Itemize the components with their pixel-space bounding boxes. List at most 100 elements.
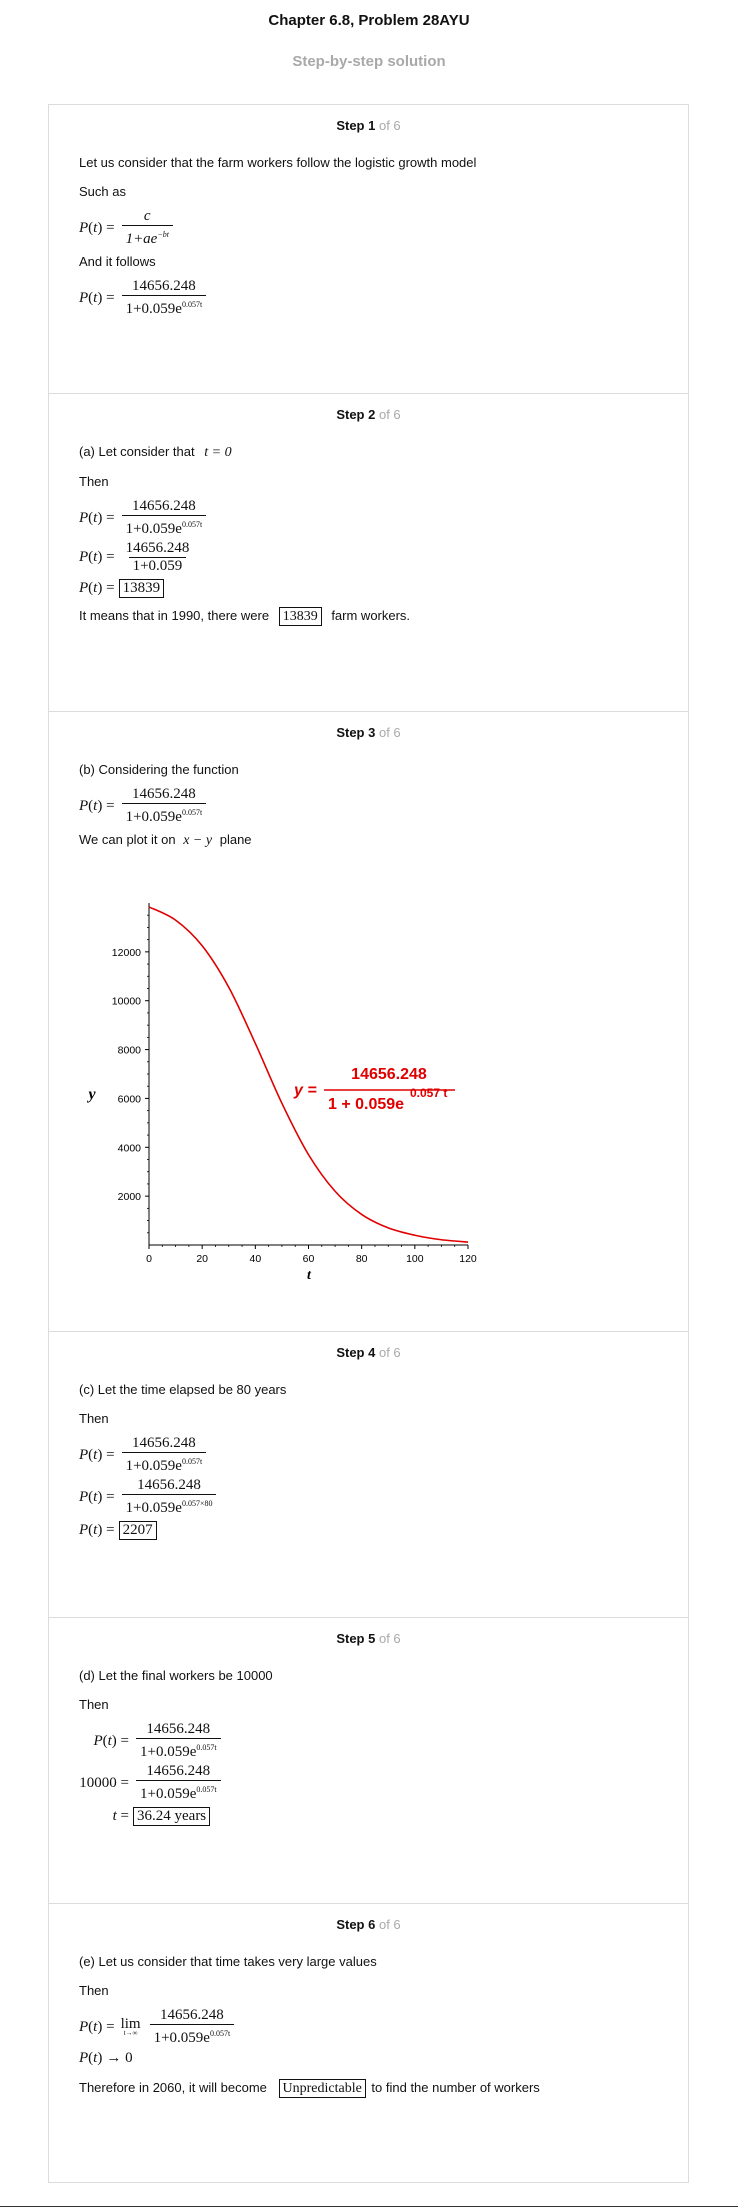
answer-box: Unpredictable — [278, 2079, 366, 2098]
numerator: 14656.248 — [160, 2007, 224, 2023]
step-text: Then — [79, 474, 109, 489]
exponent: 0.057×80 — [181, 1499, 213, 1508]
denominator: 1+0.059e — [125, 521, 182, 537]
limit-label: lim — [120, 2015, 141, 2032]
answer-box: 13839 — [118, 579, 165, 598]
equation: P(t) = 14656.248 1+0.059e0.057t — [79, 1435, 658, 1475]
limit-operator: lim t→∞ — [120, 2015, 141, 2037]
conclusion-text: It means that in 1990, there were — [79, 608, 270, 623]
limit-subscript: t→∞ — [123, 2028, 138, 2037]
chart-line — [148, 906, 469, 1243]
plot-text: plane — [219, 832, 252, 847]
numerator: 14656.248 — [131, 1435, 196, 1451]
step-4: Step 4 of 6 (c) Let the time elapsed be … — [49, 1332, 688, 1618]
y-tick-label: 2000 — [118, 1191, 142, 1203]
exponent: 0.057t — [181, 520, 203, 529]
step-count: of 6 — [378, 1631, 401, 1646]
curve-label-numerator: 14656.248 — [351, 1066, 427, 1083]
page-subtitle: Step-by-step solution — [292, 53, 446, 70]
exponent: 0.057t — [196, 1785, 217, 1794]
step-5: Step 5 of 6 (d) Let the final workers be… — [49, 1618, 688, 1904]
equation: P(t) = lim t→∞ 14656.248 1+0.059e0.057t — [79, 2007, 658, 2047]
conclusion: Therefore in 2060, it will become Unpred… — [79, 2079, 658, 2098]
step-header: Step 1 of 6 — [49, 105, 688, 139]
step-text: And it follows — [79, 254, 156, 269]
exponent: 0.057t — [181, 1457, 203, 1466]
step-label: Step 5 — [336, 1631, 376, 1646]
step-text: (c) Let the time elapsed be 80 years — [79, 1382, 287, 1397]
y-tick-label: 4000 — [118, 1142, 142, 1154]
variable: t — [112, 1808, 117, 1824]
numerator: c — [143, 208, 151, 224]
denominator: 1+0.059e — [153, 2030, 210, 2046]
exponent: 0.057t — [196, 1743, 217, 1752]
page-title: Chapter 6.8, Problem 28AYU — [268, 12, 470, 29]
step-text: Then — [79, 1697, 109, 1712]
conclusion-text: to find the number of workers — [371, 2080, 540, 2095]
answer-box: 13839 — [278, 607, 322, 626]
exponent: −bt — [157, 230, 169, 239]
step-6: Step 6 of 6 (e) Let us consider that tim… — [49, 1904, 688, 2182]
step-label: Step 6 — [336, 1917, 376, 1932]
step-header: Step 3 of 6 — [49, 712, 688, 746]
step-1: Step 1 of 6 Let us consider that the far… — [49, 105, 688, 394]
y-tick-label: 10000 — [112, 996, 141, 1008]
step-text: We can plot it on x − y plane — [79, 832, 658, 849]
denominator: 1+ae — [125, 231, 158, 247]
denominator: 1+0.059e — [125, 809, 182, 825]
step-header: Step 6 of 6 — [49, 1904, 688, 1938]
exponent: 0.057t — [181, 300, 203, 309]
step-count: of 6 — [378, 407, 401, 422]
equation: P(t) = 14656.248 1+0.059e0.057t — [79, 786, 658, 826]
numerator: 14656.248 — [131, 278, 196, 294]
step-count: of 6 — [378, 1345, 401, 1360]
x-tick-label: 80 — [356, 1253, 368, 1265]
numerator: 14656.248 — [146, 1721, 211, 1737]
equation: P(t) = 13839 — [79, 579, 658, 598]
x-tick-label: 0 — [146, 1253, 152, 1265]
exponent: 0.057t — [181, 808, 203, 817]
plane-label: x − y — [183, 833, 213, 848]
equation: P(t) = 14656.248 1+0.059e0.057t — [79, 498, 658, 538]
denominator: 1+0.059e — [125, 1458, 182, 1474]
equation: P(t) = 14656.248 1+0.059e0.057×80 — [79, 1477, 658, 1517]
step-text: (e) Let us consider that time takes very… — [79, 1954, 377, 1969]
equation: P(t) → 0 — [79, 2050, 133, 2066]
numerator: 14656.248 — [131, 786, 196, 802]
step-header: Step 2 of 6 — [49, 394, 688, 428]
answer-box: 2207 — [118, 1521, 157, 1540]
equation: P(t) = 14656.248 1+0.059 — [79, 540, 658, 575]
step-3: Step 3 of 6 (b) Considering the function… — [49, 712, 688, 1332]
x-axis-label: t — [307, 1268, 312, 1283]
step-2: Step 2 of 6 (a) Let consider that t = 0 … — [49, 394, 688, 712]
conclusion-text: Therefore in 2060, it will become — [79, 2080, 267, 2095]
condition: t = 0 — [204, 445, 232, 460]
curve-label-denominator: 1 + 0.059e — [328, 1096, 404, 1113]
lhs-value: 10000 — [79, 1774, 117, 1791]
answer-box: 36.24 years — [133, 1807, 211, 1826]
denominator: 1+0.059e — [125, 301, 182, 317]
chart-ticks: 0 20 40 60 80 100 120 2000 4000 6000 8000 10000 1200… — [112, 914, 477, 1265]
equation: 10000 = 14656.248 1+0.059e0.057t — [79, 1763, 658, 1803]
y-tick-label: 8000 — [118, 1045, 142, 1057]
equation: P(t) = c 1+ae−bt — [79, 208, 658, 248]
step-header: Step 5 of 6 — [49, 1618, 688, 1652]
equation: t = 36.24 years — [79, 1807, 658, 1826]
plot-text: We can plot it on — [79, 832, 176, 847]
step-header: Step 4 of 6 — [49, 1332, 688, 1366]
step-label: Step 3 — [336, 725, 376, 740]
step-label: Step 2 — [336, 407, 376, 422]
curve-label-exponent: 0.057 t — [410, 1086, 447, 1100]
step-text: Then — [79, 1983, 109, 1998]
conclusion-text: farm workers. — [331, 608, 411, 623]
step-count: of 6 — [378, 725, 401, 740]
numerator: 14656.248 — [137, 1477, 201, 1493]
curve-label: y = 14656.248 1 + 0.059e 0.057 t — [293, 1066, 455, 1113]
limit-result: → 0 — [106, 2050, 133, 2066]
step-text: (d) Let the final workers be 10000 — [79, 1668, 273, 1683]
step-text: (a) Let consider that t = 0 — [79, 444, 658, 461]
x-tick-label: 40 — [249, 1253, 261, 1265]
equation: P(t) = 14656.248 1+0.059e0.057t — [79, 1721, 658, 1761]
x-tick-label: 60 — [303, 1253, 315, 1265]
conclusion: It means that in 1990, there were 13839 … — [79, 607, 658, 626]
